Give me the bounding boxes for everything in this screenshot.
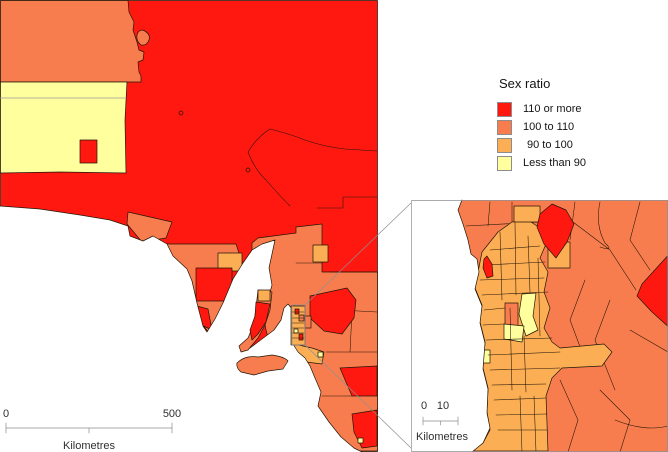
main-scalebar-unit: Kilometres [63,440,115,452]
legend-label: Less than 90 [523,157,586,169]
inset-scalebar-end: 10 [437,400,449,412]
main-border-lines-north [247,128,378,209]
inset-region-orange-inner [504,302,519,328]
inset-scalebar: 0 10 Kilometres [416,400,468,443]
inset-sea [411,200,490,452]
legend-title: Sex ratio [499,76,551,91]
main-border-enclave-dot2 [245,167,251,173]
legend-item-110-or-more: 110 or more [497,100,586,118]
main-region-northwest [0,0,145,83]
main-region-red-enclave [79,139,98,164]
main-region-yellow-dot-fleurieu [317,351,324,358]
main-region-yellow-west [0,81,128,174]
legend-swatch-110-or-more [497,101,512,117]
inset-connector-bottom [304,344,412,449]
main-map [0,0,378,452]
main-scalebar-start: 0 [3,408,9,420]
main-region-balloon [136,29,150,46]
inset-region-yellow2 [503,323,525,343]
inset-region-light-north [513,205,541,223]
legend: Sex ratio 110 or more 100 to 110 90 to 1… [497,76,586,172]
main-scalebar: 0 500 Kilometres [3,408,181,452]
legend-label: 110 or more [523,103,582,115]
main-region-kangaroo-island [236,354,289,376]
legend-swatch-100-to-110 [497,119,512,135]
inset-connector-top [304,202,412,306]
inset-region-red-port-spike [482,255,494,279]
inset-coastline [457,199,491,452]
main-region-yorke-light [257,289,271,302]
inset-map: 0 10 Kilometres [411,199,668,452]
main-scalebar-end: 500 [163,408,181,420]
legend-label: 100 to 110 [523,121,575,133]
inset-region-red-north [536,203,575,259]
legend-item-90-to-100: 90 to 100 [497,136,586,154]
inset-scalebar-start: 0 [421,400,427,412]
legend-item-100-to-110: 100 to 110 [497,118,586,136]
main-region-red-blob-murray [309,287,357,335]
inset-border-lines-metro [479,221,561,452]
main-region-yellow-dot-south [357,437,364,444]
legend-label: 90 to 100 [527,139,573,151]
main-region-light-patch-east [312,244,329,263]
legend-item-less-than-90: Less than 90 [497,154,586,172]
main-sea [0,206,362,452]
main-region-yorke-red [249,301,271,341]
inset-region-yellow1 [518,292,539,337]
legend-swatch-90-to-100 [497,137,512,153]
main-border-enclave-dot1 [178,110,184,116]
main-region-red-south1 [339,365,378,397]
legend-swatch-less-than-90 [497,155,512,171]
inset-scalebar-unit: Kilometres [416,431,468,443]
inset-extent-rectangle [291,304,306,346]
